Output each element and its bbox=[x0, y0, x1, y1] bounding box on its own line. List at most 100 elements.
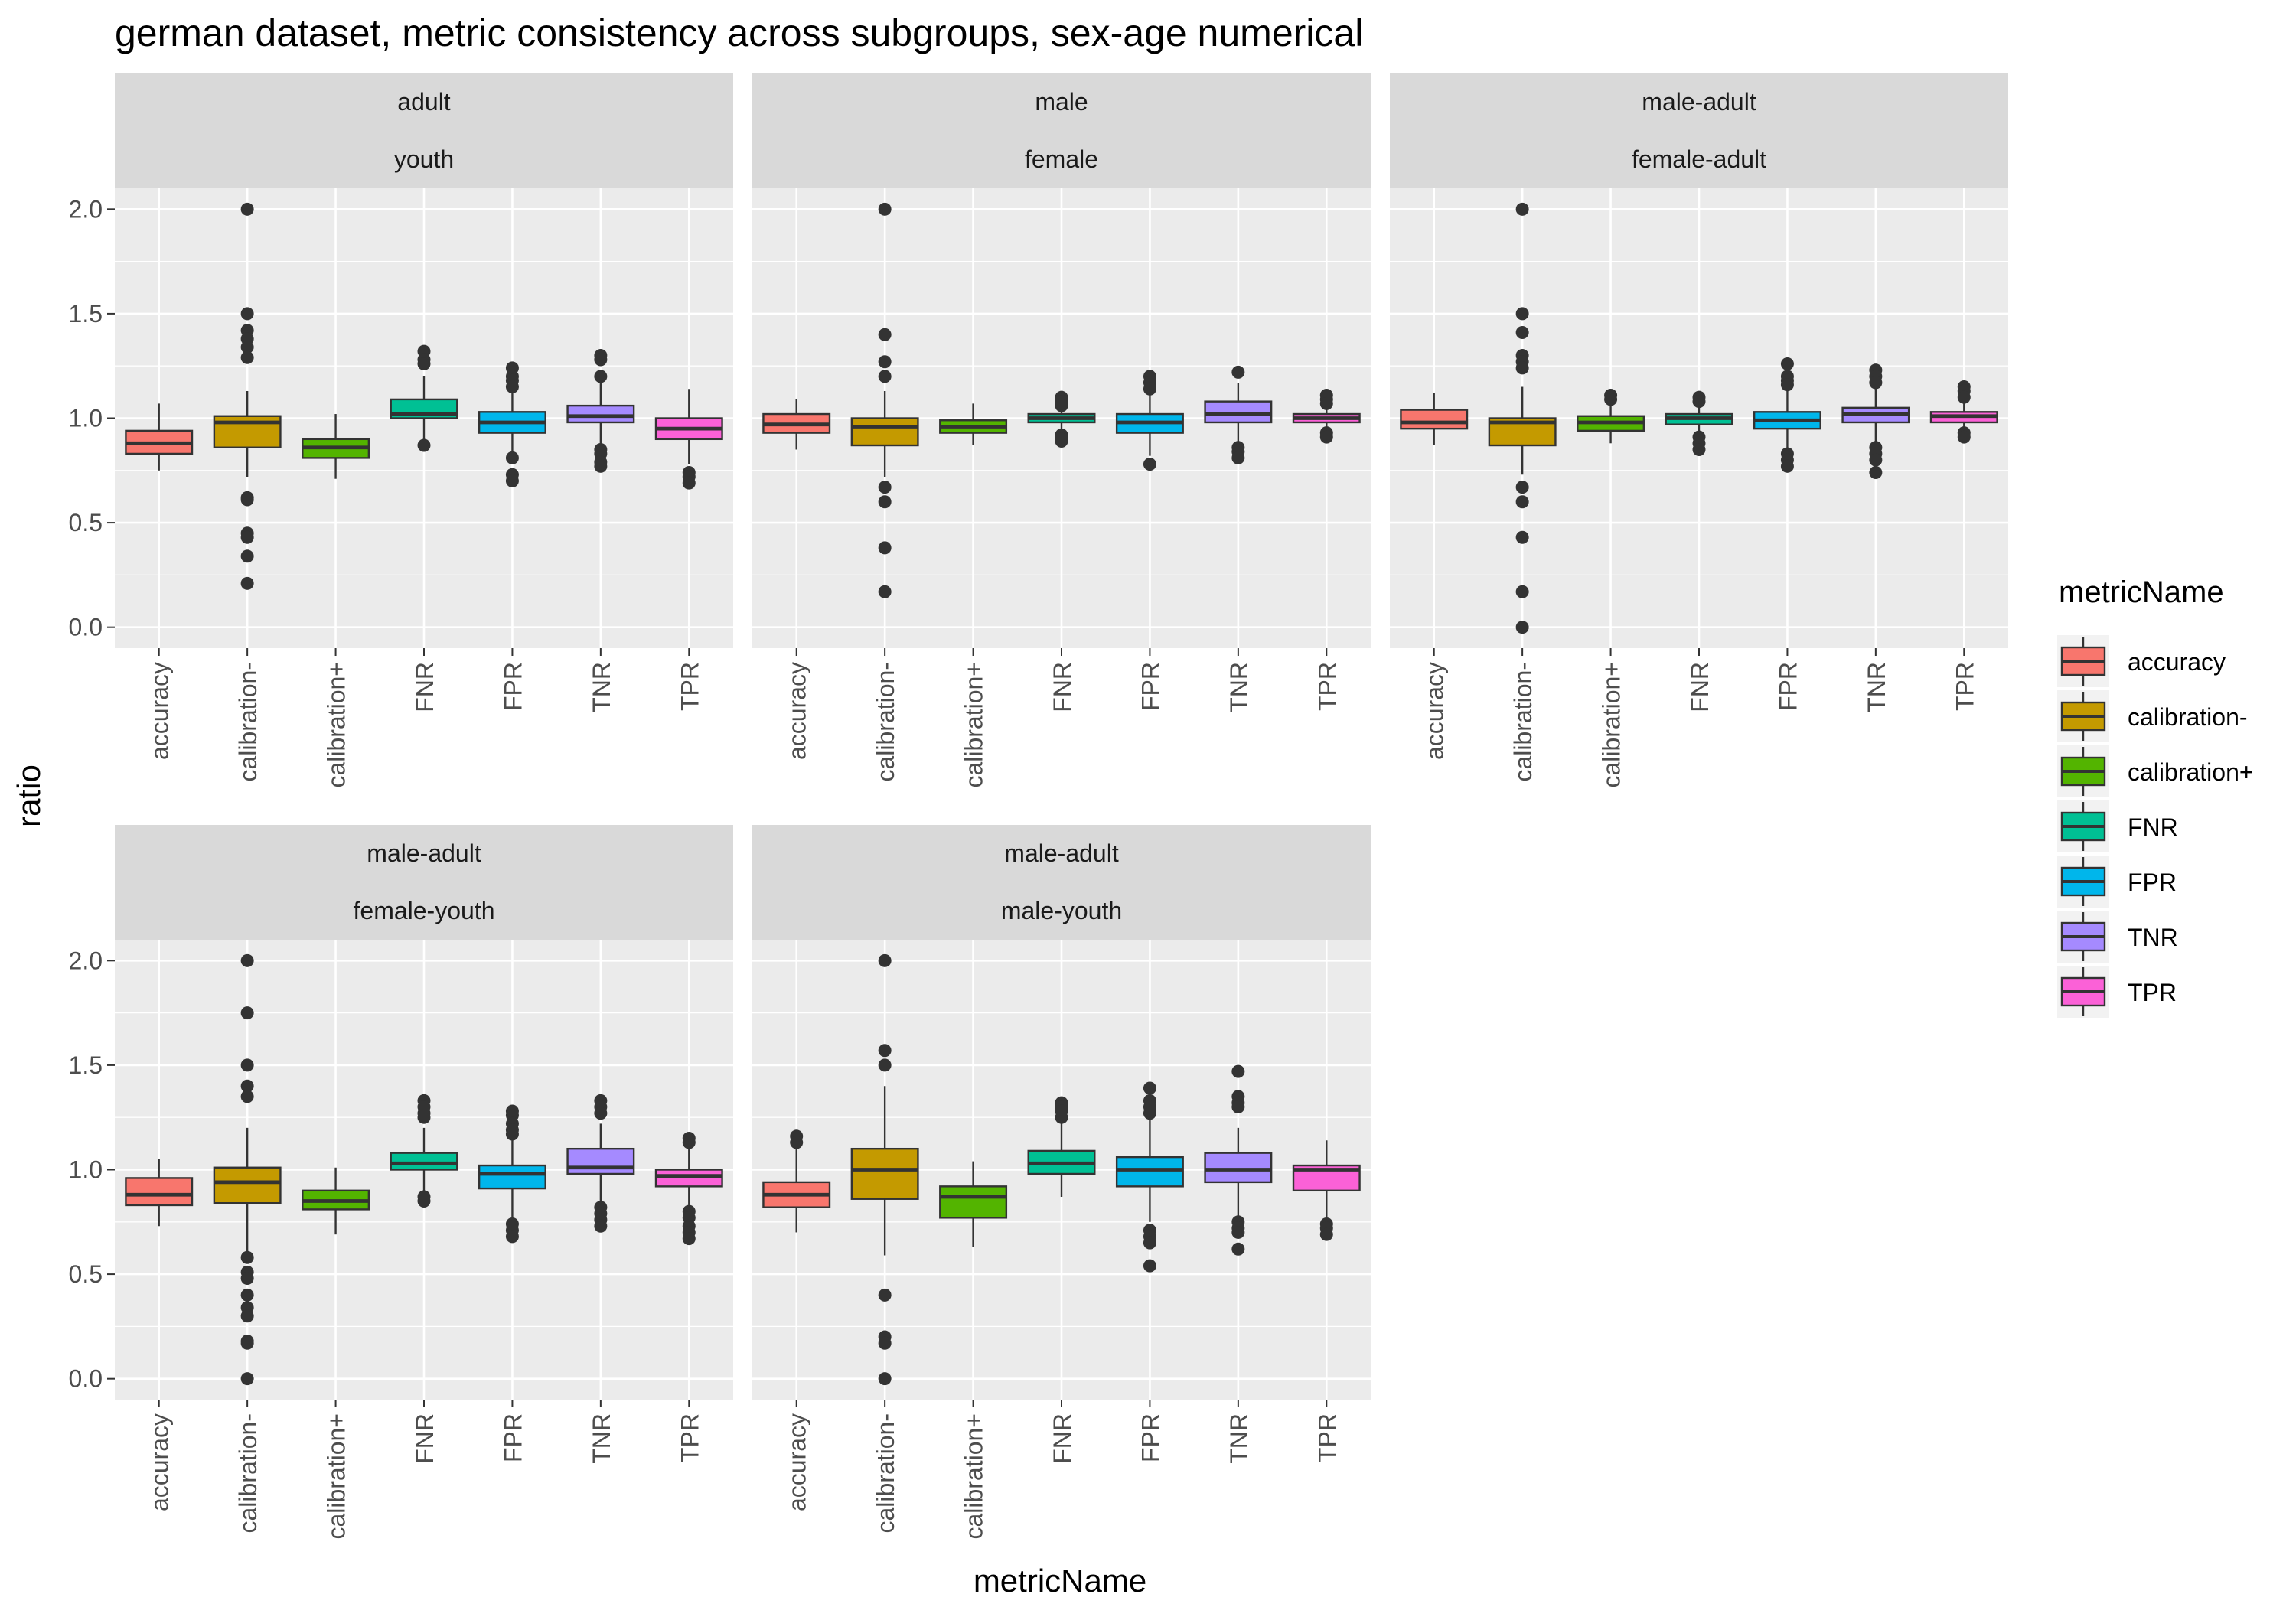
boxplot-calibration- bbox=[850, 202, 919, 598]
boxplot-TNR bbox=[566, 349, 635, 473]
outlier-point bbox=[240, 202, 254, 216]
boxplot-TPR bbox=[1292, 388, 1361, 444]
outlier-point bbox=[1143, 458, 1156, 471]
box-iqr bbox=[1204, 1152, 1273, 1184]
outlier-point bbox=[1231, 1100, 1245, 1114]
outlier-point bbox=[1143, 382, 1156, 396]
outlier-point bbox=[878, 1058, 892, 1072]
facet-strip-top-label: male-adult bbox=[1004, 839, 1119, 867]
outlier-point bbox=[1231, 1064, 1245, 1078]
outlier-point bbox=[790, 1136, 804, 1149]
box-iqr bbox=[654, 1169, 723, 1188]
boxplot-accuracy bbox=[762, 1129, 831, 1233]
outlier-point bbox=[1515, 325, 1529, 339]
outlier-point bbox=[1515, 481, 1529, 494]
x-tick-label: TPR bbox=[676, 662, 703, 711]
outlier-point bbox=[878, 1336, 892, 1350]
boxplot-calibration- bbox=[213, 202, 282, 590]
legend-label: accuracy bbox=[2128, 648, 2226, 676]
outlier-point bbox=[878, 481, 892, 494]
x-axis-title: metricName bbox=[974, 1563, 1146, 1599]
facet-strip-bottom bbox=[115, 882, 733, 940]
x-tick-label: FNR bbox=[1049, 662, 1076, 712]
outlier-point bbox=[240, 1006, 254, 1020]
boxplot-TNR bbox=[566, 1094, 635, 1233]
boxplot-calibration+ bbox=[939, 1161, 1008, 1247]
outlier-point bbox=[240, 1272, 254, 1286]
facet-strip-top bbox=[752, 825, 1371, 882]
x-tick-label: FPR bbox=[1137, 662, 1164, 711]
outlier-point bbox=[1515, 585, 1529, 598]
outlier-point bbox=[878, 328, 892, 341]
facet-panel: male-adult female-youth 0.0 0.5 1.0 1.5 2.0 acc… bbox=[69, 825, 733, 1540]
outlier-point bbox=[1319, 430, 1333, 444]
outlier-point bbox=[1515, 361, 1529, 375]
legend: metricName accuracy calibration-calibrati… bbox=[2057, 575, 2254, 1018]
facet-panel: male-adult female-adult accuracy calibratio… bbox=[1390, 73, 2008, 788]
outlier-point bbox=[878, 541, 892, 555]
boxplot-FNR bbox=[1027, 1096, 1096, 1198]
boxplot-calibration+ bbox=[1577, 388, 1645, 444]
boxplot-TNR bbox=[1841, 363, 1910, 480]
boxplot-calibration- bbox=[213, 953, 282, 1386]
x-tick-label: FPR bbox=[1774, 662, 1802, 711]
x-tick-label: FPR bbox=[499, 1413, 527, 1462]
boxplot-TPR bbox=[1929, 380, 1998, 444]
outlier-point bbox=[1692, 395, 1706, 409]
outlier-point bbox=[1231, 451, 1245, 464]
outlier-point bbox=[240, 1336, 254, 1350]
legend-item-FNR: FNR bbox=[2057, 800, 2178, 852]
outlier-point bbox=[505, 1127, 519, 1141]
outlier-point bbox=[594, 459, 608, 473]
facet-strip-top-label: male-adult bbox=[1642, 88, 1756, 116]
outlier-point bbox=[594, 370, 608, 383]
legend-label: TNR bbox=[2128, 924, 2178, 951]
outlier-point bbox=[240, 350, 254, 364]
boxplot-FNR bbox=[1027, 390, 1096, 448]
legend-item-TPR: TPR bbox=[2057, 966, 2177, 1018]
box-iqr bbox=[125, 1177, 194, 1207]
box-iqr bbox=[1204, 400, 1273, 424]
facet-strip-top bbox=[1390, 73, 2008, 131]
x-tick-label: TNR bbox=[588, 1413, 615, 1464]
boxplot-calibration+ bbox=[302, 1167, 370, 1235]
outlier-point bbox=[1143, 1081, 1156, 1095]
legend-label: TPR bbox=[2128, 979, 2177, 1006]
boxplot-accuracy bbox=[762, 399, 831, 450]
facet-strip-bottom bbox=[752, 131, 1371, 188]
boxplot-TNR bbox=[1204, 365, 1273, 464]
y-tick-label: 1.5 bbox=[69, 300, 103, 328]
outlier-point bbox=[1869, 376, 1883, 390]
x-tick-label: calibration+ bbox=[323, 1413, 351, 1540]
x-tick-label: FPR bbox=[499, 662, 527, 711]
legend-item-calibration-: calibration- bbox=[2057, 690, 2248, 742]
boxplot-calibration- bbox=[1488, 202, 1557, 634]
y-tick-label: 0.5 bbox=[69, 509, 103, 536]
outlier-point bbox=[1515, 530, 1529, 544]
outlier-point bbox=[1231, 1225, 1245, 1239]
y-tick-label: 1.0 bbox=[69, 405, 103, 432]
boxplot-FPR bbox=[478, 361, 546, 487]
outlier-point bbox=[1957, 390, 1971, 404]
outlier-point bbox=[878, 370, 892, 383]
outlier-point bbox=[417, 1194, 431, 1208]
outlier-point bbox=[1055, 399, 1068, 412]
boxplot-TPR bbox=[654, 389, 723, 490]
outlier-point bbox=[878, 355, 892, 369]
outlier-point bbox=[878, 1044, 892, 1058]
outlier-point bbox=[878, 202, 892, 216]
x-tick-label: TNR bbox=[588, 662, 615, 712]
facet-panel: male female accuracy calibration-calibratio… bbox=[752, 73, 1371, 788]
x-tick-label: calibration- bbox=[872, 662, 899, 782]
boxplot-accuracy bbox=[125, 1159, 194, 1227]
x-tick-label: TNR bbox=[1863, 662, 1890, 712]
facet-panel: adult youth 0.0 0.5 1.0 1.5 2.0 accuracy calibra… bbox=[69, 73, 733, 788]
outlier-point bbox=[878, 1288, 892, 1302]
outlier-point bbox=[594, 1219, 608, 1233]
box-iqr bbox=[566, 404, 635, 424]
box-iqr bbox=[566, 1147, 635, 1175]
boxplot-FPR bbox=[1115, 370, 1184, 471]
x-tick-label: FPR bbox=[1137, 1413, 1164, 1462]
outlier-point bbox=[878, 495, 892, 509]
